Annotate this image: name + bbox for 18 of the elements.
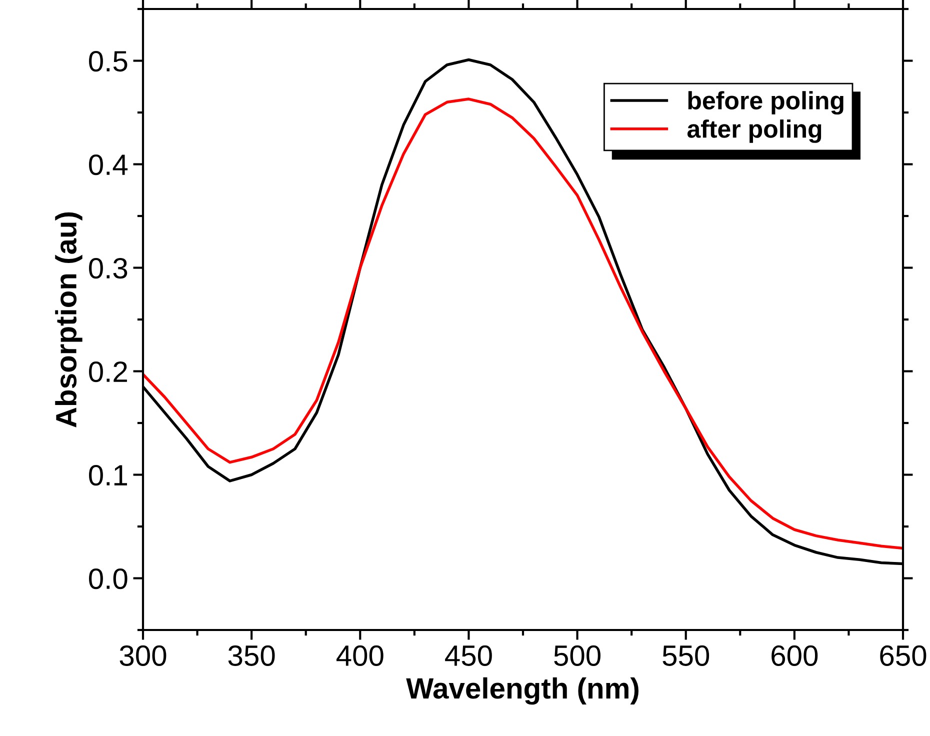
x-tick-label: 400: [336, 645, 384, 666]
y-tick-label: 0.2: [89, 361, 127, 382]
legend-label: before poling: [688, 91, 844, 115]
x-tick-label: 650: [880, 645, 926, 666]
y-tick-label: 0.1: [89, 464, 127, 486]
y-tick-label: 0.4: [89, 154, 128, 176]
x-tick-label: 550: [662, 645, 710, 666]
x-axis-title: Wavelength (nm): [406, 677, 638, 705]
y-tick-label: 0.5: [89, 50, 128, 72]
x-tick-label: 450: [445, 645, 492, 666]
x-tick-label: 350: [228, 645, 275, 666]
y-tick-label: 0.0: [89, 568, 128, 590]
x-tick-label: 600: [772, 645, 818, 666]
y-tick-label: 0.3: [89, 258, 128, 279]
y-axis-title: Absorption (au): [55, 212, 82, 428]
x-tick-label: 500: [554, 645, 600, 666]
x-tick-label: 300: [120, 645, 166, 666]
legend-label: after poling: [687, 120, 822, 143]
